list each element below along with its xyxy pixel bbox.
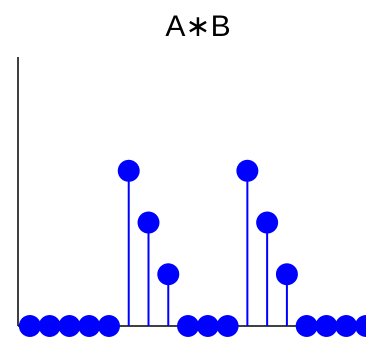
stem-markers (18, 159, 366, 337)
stem-marker (335, 315, 358, 337)
stem-marker (38, 315, 61, 337)
stem-marker (177, 315, 200, 337)
chart-title: A∗B (165, 10, 230, 43)
stem-marker (315, 315, 338, 337)
stem-marker (295, 315, 318, 337)
stem-marker (97, 315, 120, 337)
stem-marker (275, 263, 298, 286)
stem-marker (355, 315, 366, 337)
stem-marker (117, 159, 140, 182)
stem-marker (18, 315, 41, 337)
stem-lines (127, 170, 288, 326)
stem-marker (256, 211, 279, 234)
stem-marker (137, 211, 160, 234)
stem-marker (78, 315, 101, 337)
stem-marker (196, 315, 219, 337)
stem-marker (236, 159, 259, 182)
stem-marker (58, 315, 81, 337)
stem-marker (157, 263, 180, 286)
stem-marker (216, 315, 239, 337)
